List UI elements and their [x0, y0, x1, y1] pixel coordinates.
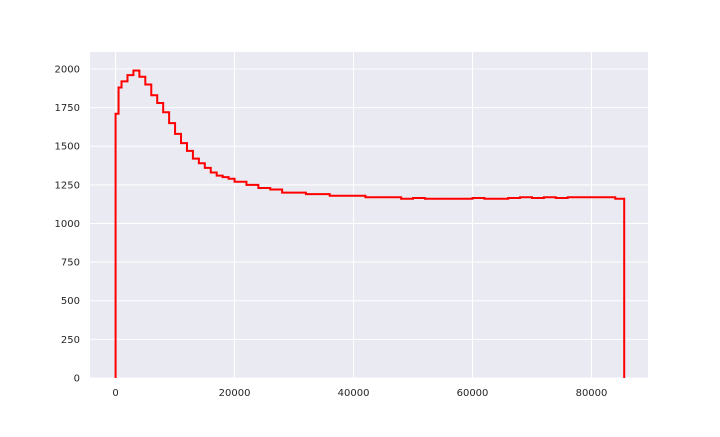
y-tick-label: 500 — [61, 296, 80, 307]
histogram-bin-point — [281, 191, 283, 194]
histogram-bin-point — [471, 197, 474, 199]
histogram-bin-point — [126, 74, 129, 76]
histogram-bin-point — [233, 180, 236, 183]
histogram-bin-point — [602, 196, 605, 199]
histogram-bin-point — [215, 174, 218, 177]
series-layer — [114, 69, 626, 378]
histogram-bin-point — [376, 196, 379, 199]
y-tick-label: 750 — [61, 258, 80, 269]
x-tick-label: 80000 — [576, 388, 608, 399]
histogram-bin-point — [566, 196, 569, 199]
histogram-bin-point — [590, 196, 593, 199]
histogram-bin-point — [400, 197, 402, 200]
histogram-bin-point — [227, 177, 230, 180]
y-tick-label: 0 — [74, 374, 80, 385]
histogram-bin-point — [388, 196, 391, 199]
histogram-bin-point — [507, 197, 510, 199]
histogram-bin-point — [447, 197, 450, 200]
plot-background — [90, 52, 648, 378]
histogram-bin-point — [180, 142, 182, 144]
histogram-bin-point — [352, 194, 355, 197]
histogram-bin-point — [317, 193, 319, 195]
histogram-bin-point — [221, 176, 224, 178]
histogram-bin-point — [192, 157, 194, 160]
histogram-bin-point — [150, 94, 153, 97]
histogram-bin-point — [578, 196, 581, 199]
histogram-bin-point — [245, 184, 248, 186]
histogram-bin-point — [204, 167, 206, 169]
histogram-bin-point — [328, 194, 331, 197]
histogram-bin-point — [459, 197, 462, 200]
histogram-bin-point — [554, 197, 557, 199]
histogram-bin-point — [305, 193, 307, 195]
histogram-bin-point — [519, 196, 521, 199]
histogram-bin-point — [144, 83, 147, 86]
histogram-bin-point — [162, 111, 164, 114]
histogram-bin-point — [623, 199, 626, 202]
x-tick-label: 40000 — [338, 388, 370, 399]
histogram-bin-point — [495, 197, 498, 200]
histogram-bin-point — [114, 113, 117, 115]
x-tick-label: 20000 — [219, 388, 251, 399]
histogram-bin-point — [531, 197, 533, 199]
y-tick-label: 250 — [61, 335, 80, 346]
histogram-bin-point — [186, 150, 188, 152]
histogram-bin-point — [174, 133, 176, 135]
y-tick-label: 2000 — [55, 64, 80, 75]
y-tick-label: 1750 — [55, 103, 80, 114]
histogram-bin-point — [132, 69, 135, 72]
histogram-bin-point — [543, 196, 545, 199]
histogram-bin-point — [257, 187, 260, 189]
histogram-bin-point — [483, 197, 486, 200]
histogram-bin-point — [340, 194, 343, 197]
y-tick-label: 1250 — [55, 180, 80, 191]
x-tick-label: 60000 — [457, 388, 489, 399]
histogram-bin-point — [269, 188, 272, 191]
histogram-bin-point — [168, 122, 170, 124]
grid-layer — [90, 52, 648, 379]
x-axis: 0 20000 40000 60000 80000 — [112, 388, 607, 399]
histogram-bin-point — [156, 102, 159, 104]
histogram-bin-point — [614, 197, 617, 200]
histogram-bin-point — [198, 162, 200, 165]
histogram-bin-point — [436, 197, 438, 200]
y-tick-label: 1500 — [55, 142, 80, 153]
histogram-bin-point — [117, 86, 120, 89]
histogram-bin-point — [424, 197, 426, 200]
histogram-bin-point — [412, 197, 414, 199]
histogram-bin-point — [120, 80, 123, 83]
histogram-bin-point — [138, 75, 141, 78]
histogram-bin-point — [209, 171, 212, 174]
y-tick-label: 1000 — [55, 219, 80, 230]
histogram-bin-point — [364, 196, 367, 199]
y-axis: 0 250 500 750 1000 1250 1500 1750 2000 — [55, 64, 80, 384]
x-tick-label: 0 — [112, 388, 118, 399]
histogram-bin-point — [293, 191, 295, 194]
